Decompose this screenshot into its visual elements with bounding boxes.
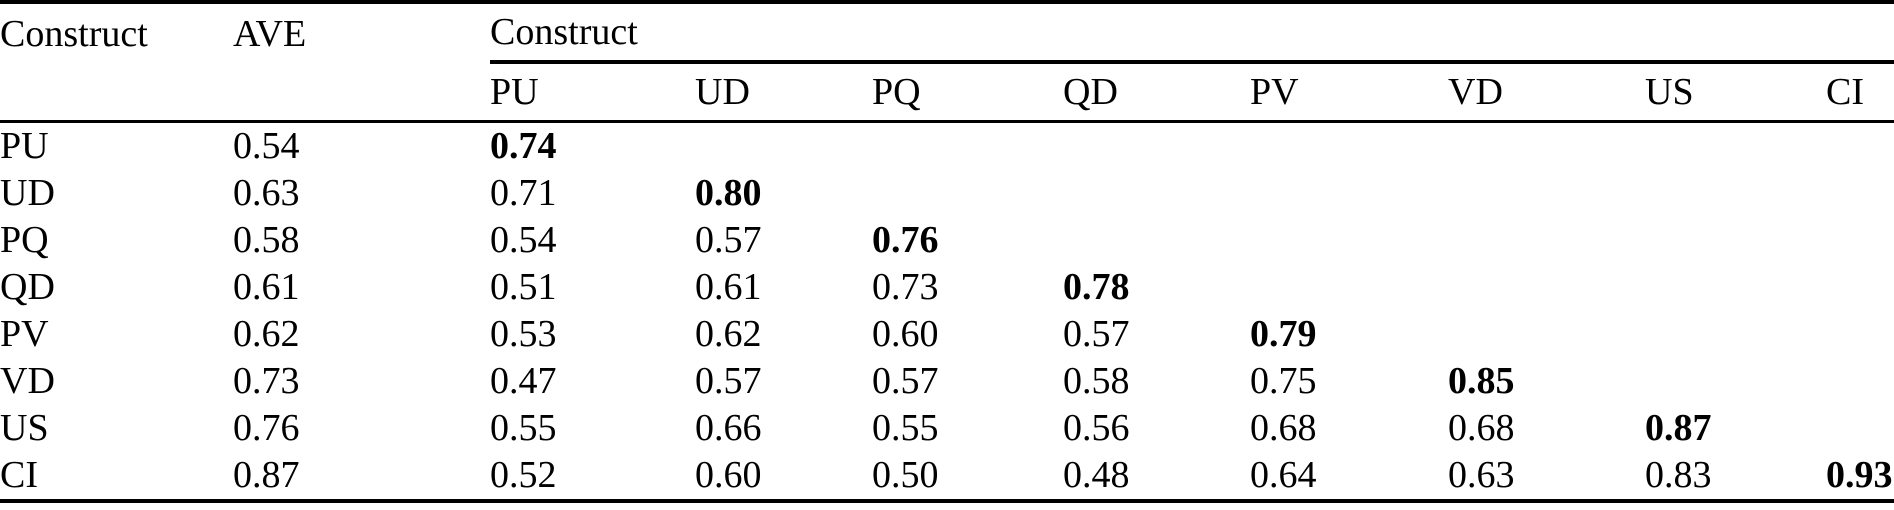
table-row-ud: UD 0.63 0.71 0.80 <box>0 170 1894 217</box>
col-header-qd: QD <box>1063 64 1250 123</box>
correlation-cell: 0.60 <box>872 313 939 355</box>
row-label: PV <box>0 313 49 355</box>
correlation-cell: 0.51 <box>490 266 557 308</box>
correlation-cell: 0.55 <box>872 407 939 449</box>
correlation-cell: 0.50 <box>872 454 939 496</box>
diagonal-cell: 0.76 <box>872 219 939 261</box>
table-row-us: US 0.76 0.55 0.66 0.55 0.56 0.68 0.68 0.… <box>0 405 1894 452</box>
diagonal-cell: 0.79 <box>1250 313 1317 355</box>
header-row-groups: Construct AVE Construct <box>0 4 1894 64</box>
diagonal-cell: 0.74 <box>490 125 557 167</box>
correlation-cell: 0.61 <box>695 266 762 308</box>
ave-cell: 0.61 <box>233 266 300 308</box>
ave-cell: 0.87 <box>233 454 300 496</box>
correlation-cell: 0.62 <box>695 313 762 355</box>
correlation-cell: 0.66 <box>695 407 762 449</box>
construct-column-header: Construct <box>0 13 148 55</box>
row-label: US <box>0 407 49 449</box>
col-header-vd: VD <box>1448 64 1645 123</box>
diagonal-cell: 0.80 <box>695 172 762 214</box>
correlation-cell: 0.58 <box>1063 360 1130 402</box>
row-label: CI <box>0 454 38 496</box>
row-label: VD <box>0 360 55 402</box>
col-header-ud: UD <box>695 64 872 123</box>
correlation-cell: 0.47 <box>490 360 557 402</box>
correlation-cell: 0.68 <box>1250 407 1317 449</box>
correlation-cell: 0.56 <box>1063 407 1130 449</box>
table-row-pq: PQ 0.58 0.54 0.57 0.76 <box>0 217 1894 264</box>
row-label: QD <box>0 266 55 308</box>
ave-cell: 0.73 <box>233 360 300 402</box>
ave-cell: 0.76 <box>233 407 300 449</box>
table-row-pv: PV 0.62 0.53 0.62 0.60 0.57 0.79 <box>0 311 1894 358</box>
row-label: PU <box>0 125 49 167</box>
diagonal-cell: 0.78 <box>1063 266 1130 308</box>
correlation-cell: 0.68 <box>1448 407 1515 449</box>
diagonal-cell: 0.93 <box>1826 454 1893 496</box>
table-row-pu: PU 0.54 0.74 <box>0 123 1894 170</box>
table-row-vd: VD 0.73 0.47 0.57 0.57 0.58 0.75 0.85 <box>0 358 1894 405</box>
ave-column-header: AVE <box>233 13 307 55</box>
empty-header-cell <box>0 64 233 123</box>
ave-cell: 0.54 <box>233 125 300 167</box>
correlation-cell: 0.63 <box>1448 454 1515 496</box>
row-label: UD <box>0 172 55 214</box>
ave-cell: 0.63 <box>233 172 300 214</box>
correlation-cell: 0.54 <box>490 219 557 261</box>
correlation-cell: 0.55 <box>490 407 557 449</box>
correlation-cell: 0.64 <box>1250 454 1317 496</box>
correlation-cell: 0.83 <box>1645 454 1712 496</box>
correlation-cell: 0.57 <box>1063 313 1130 355</box>
correlation-cell: 0.73 <box>872 266 939 308</box>
correlation-cell: 0.57 <box>695 360 762 402</box>
header-row-constructs: PU UD PQ QD PV VD US CI <box>0 64 1894 123</box>
table-row-qd: QD 0.61 0.51 0.61 0.73 0.78 <box>0 264 1894 311</box>
empty-header-cell <box>233 64 490 123</box>
col-header-pv: PV <box>1250 64 1448 123</box>
diagonal-cell: 0.87 <box>1645 407 1712 449</box>
diagonal-cell: 0.85 <box>1448 360 1515 402</box>
col-header-us: US <box>1645 64 1826 123</box>
col-header-pu: PU <box>490 64 695 123</box>
table-row-ci: CI 0.87 0.52 0.60 0.50 0.48 0.64 0.63 0.… <box>0 452 1894 499</box>
correlation-cell: 0.57 <box>695 219 762 261</box>
correlation-cell: 0.60 <box>695 454 762 496</box>
ave-cell: 0.62 <box>233 313 300 355</box>
col-header-ci: CI <box>1826 64 1894 123</box>
correlation-cell: 0.75 <box>1250 360 1317 402</box>
correlation-cell: 0.52 <box>490 454 557 496</box>
correlation-cell: 0.57 <box>872 360 939 402</box>
correlation-cell: 0.71 <box>490 172 557 214</box>
construct-group-header: Construct <box>490 4 1894 64</box>
row-label: PQ <box>0 219 49 261</box>
col-header-pq: PQ <box>872 64 1063 123</box>
correlation-cell: 0.48 <box>1063 454 1130 496</box>
ave-cell: 0.58 <box>233 219 300 261</box>
correlation-cell: 0.53 <box>490 313 557 355</box>
